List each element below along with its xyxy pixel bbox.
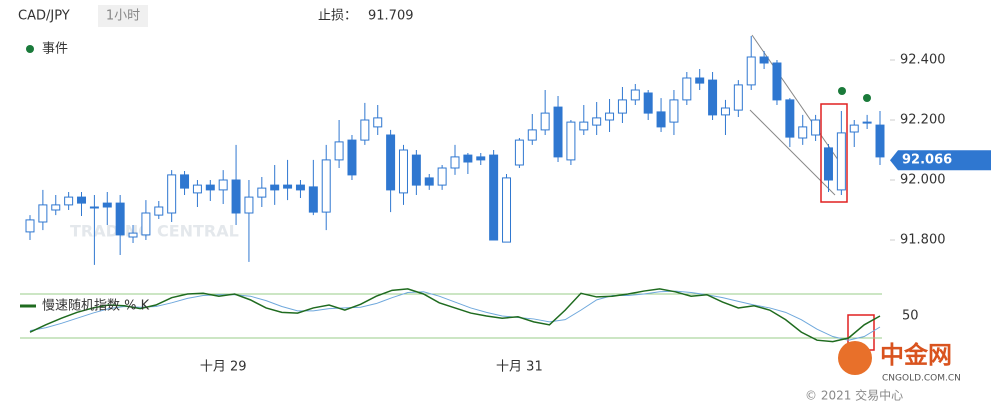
candle-body <box>682 77 692 101</box>
candle-body <box>798 126 808 139</box>
candle-body <box>592 117 602 126</box>
brand: 中金网 <box>880 341 952 369</box>
candle-body <box>373 117 383 128</box>
y-tick-label: 91.800 <box>900 233 946 248</box>
candle-body <box>231 179 241 214</box>
candle-body <box>411 154 421 186</box>
candle-body <box>695 77 705 84</box>
candle-body <box>527 129 537 141</box>
candle-body <box>180 174 190 189</box>
candle-body <box>862 121 872 124</box>
candle-body <box>540 112 550 131</box>
candle-body <box>308 186 318 213</box>
copyright: © 2021 交易中心 <box>805 388 903 403</box>
candle-body <box>450 156 460 169</box>
candle-body <box>720 107 730 116</box>
candle-body <box>836 132 846 191</box>
indicator-d <box>29 290 881 341</box>
event-marker[interactable] <box>863 94 871 102</box>
candle-body <box>334 141 344 161</box>
candle-body <box>476 156 486 161</box>
candle-body <box>759 56 769 64</box>
y-tick-label: 92.000 <box>900 173 946 188</box>
candle-body <box>398 149 408 194</box>
event-legend-dot <box>26 45 34 53</box>
stop-value: 91.709 <box>368 9 414 24</box>
candle-body <box>746 56 756 86</box>
indicator-legend: 慢速随机指数 % K <box>42 298 150 314</box>
brand-site: CNGOLD.COM.CN <box>882 374 961 384</box>
candle-body <box>502 177 512 243</box>
candle-body <box>64 196 74 206</box>
candle-body <box>669 99 679 123</box>
candle-body <box>89 206 99 209</box>
candle-body <box>617 99 627 114</box>
candle-body <box>167 174 177 214</box>
candle-body <box>115 202 125 236</box>
candle-body <box>295 184 305 191</box>
candle-body <box>772 62 782 101</box>
candle-body <box>630 89 640 101</box>
interval-label[interactable]: 1小时 <box>106 9 140 24</box>
candle-body <box>875 124 885 158</box>
candle-body <box>347 139 357 176</box>
candle-body <box>849 124 859 133</box>
candle-body <box>25 219 35 233</box>
symbol: CAD/JPY <box>18 9 70 24</box>
candle-body <box>733 84 743 111</box>
y-tick-label: 92.200 <box>900 113 946 128</box>
y-tick-label: 92.400 <box>900 53 946 68</box>
brand-logo <box>838 341 872 375</box>
candle-body <box>785 99 795 138</box>
candle-body <box>51 204 61 211</box>
candle-body <box>141 212 151 236</box>
candle-body <box>218 179 228 191</box>
candle-body <box>708 79 718 116</box>
interval-button[interactable] <box>98 5 148 27</box>
candle-body <box>386 134 396 191</box>
candle-body <box>811 119 821 136</box>
candle-body <box>823 147 833 181</box>
candle-body <box>192 184 202 194</box>
candle-body <box>205 184 215 191</box>
candle-body <box>244 196 254 214</box>
candle-body <box>102 202 112 208</box>
candle-body <box>605 112 615 121</box>
x-tick-label: 十月 31 <box>496 360 543 375</box>
event-legend: 事件 <box>42 42 68 57</box>
candle-body <box>257 187 267 198</box>
candle-body <box>283 184 293 189</box>
candle-body <box>128 232 138 238</box>
candle-body <box>360 119 370 141</box>
last-price-tag <box>890 150 991 171</box>
candle-body <box>38 204 48 223</box>
candle-body <box>566 121 576 161</box>
indicator-k <box>29 288 881 343</box>
candle-body <box>579 121 589 131</box>
candle-body <box>514 139 524 166</box>
candle-body <box>424 177 434 186</box>
stop-label: 止损： <box>318 9 357 24</box>
watermark-logo: TRADING CENTRAL <box>70 222 239 241</box>
candle-body <box>437 167 447 186</box>
candle-body <box>489 154 499 241</box>
indicator-tick-label: 50 <box>902 309 919 324</box>
candle-body <box>77 196 87 204</box>
x-tick-label: 十月 29 <box>200 360 247 375</box>
candle-body <box>553 106 563 158</box>
candle-body <box>643 92 653 114</box>
candle-body <box>321 159 331 213</box>
candle-body <box>154 206 164 216</box>
event-marker[interactable] <box>838 87 846 95</box>
candle-body <box>463 154 473 163</box>
candle-body <box>656 111 666 128</box>
highlight-box <box>820 103 848 203</box>
candle-body <box>270 184 280 191</box>
last-price-label: 92.066 <box>902 153 952 168</box>
